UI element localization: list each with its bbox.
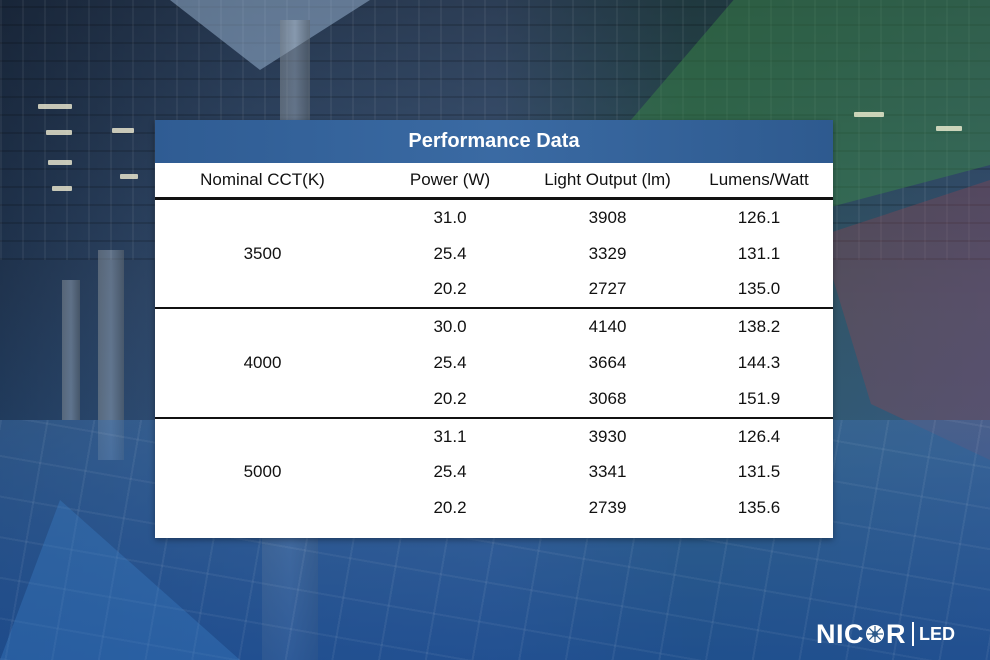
lumens-per-watt-cell: 138.2 [737, 317, 781, 337]
lumens-per-watt-cell: 135.0 [685, 271, 833, 310]
lumens-per-watt-cell: 126.1 [737, 207, 781, 227]
power-cell: 20.2 [370, 380, 530, 419]
table-row: 25.4 3664 144.3 [155, 345, 833, 381]
performance-data-panel: Performance Data Nominal CCT(K) Power (W… [155, 120, 833, 538]
lumens-per-watt-cell: 144.3 [737, 353, 781, 373]
ceiling-light [936, 126, 962, 131]
light-output-cell: 2727 [530, 271, 685, 310]
ceiling-light [854, 112, 884, 117]
ceiling-light [38, 104, 72, 109]
power-cell: 20.2 [370, 271, 530, 310]
starburst-icon [866, 625, 884, 643]
brand-wordmark: NIC R [816, 619, 906, 650]
power-cell: 20.2 [433, 498, 467, 518]
table-header-row: Nominal CCT(K) Power (W) Light Output (l… [155, 163, 833, 200]
cct-cell: 5000 [243, 462, 282, 482]
table-row: 5000 31.1 3930 126.4 [155, 418, 833, 482]
ceiling-light [52, 186, 72, 191]
table-row: 20.2 3068 151.9 [155, 380, 833, 419]
light-output-cell: 3908 [588, 207, 627, 227]
power-cell: 25.4 [433, 243, 467, 263]
power-cell: 31.1 [433, 426, 467, 446]
brand-text-right: R [886, 618, 906, 649]
lumens-per-watt-cell: 135.6 [737, 498, 781, 518]
table-row: 20.2 2739 135.6 [155, 490, 833, 526]
logo-divider [912, 622, 914, 646]
ceiling-light [112, 128, 134, 133]
column-header-cct: Nominal CCT(K) [155, 163, 370, 200]
light-output-cell: 3329 [588, 243, 627, 263]
brand-text-left: NIC [816, 618, 864, 649]
light-output-cell: 3930 [588, 426, 627, 446]
table-row: 4000 30.0 4140 138.2 [155, 308, 833, 419]
pillar [62, 280, 80, 420]
column-header-power: Power (W) [370, 163, 530, 200]
lumens-per-watt-cell: 131.1 [737, 243, 781, 263]
power-cell: 25.4 [433, 353, 467, 373]
light-output-cell: 3068 [530, 380, 685, 419]
nicor-led-logo: NIC R LED [816, 616, 955, 652]
panel-title: Performance Data [155, 120, 833, 163]
column-header-lumens-per-watt: Lumens/Watt [685, 163, 833, 200]
table-row: 25.4 3341 131.5 [155, 455, 833, 491]
cct-cell: 3500 [155, 198, 370, 310]
lumens-per-watt-cell: 151.9 [685, 380, 833, 419]
performance-table: Nominal CCT(K) Power (W) Light Output (l… [155, 163, 833, 526]
power-cell: 31.0 [433, 207, 467, 227]
power-cell: 30.0 [433, 317, 467, 337]
table-row: 3500 31.0 3908 126.1 [155, 198, 833, 310]
table-row: 20.2 2727 135.0 [155, 271, 833, 310]
lumens-per-watt-cell: 126.4 [737, 426, 781, 446]
ceiling-light [48, 160, 72, 165]
power-cell: 25.4 [433, 462, 467, 482]
column-header-light-output: Light Output (lm) [530, 163, 685, 200]
pillar [280, 20, 310, 120]
light-output-cell: 3664 [588, 353, 627, 373]
ceiling-light [46, 130, 72, 135]
cct-cell: 4000 [155, 308, 370, 419]
light-output-cell: 3341 [588, 462, 627, 482]
light-output-cell: 2739 [588, 498, 627, 518]
ceiling-light [120, 174, 138, 179]
light-output-cell: 4140 [588, 317, 627, 337]
logo-subtext: LED [919, 623, 955, 644]
table-row: 25.4 3329 131.1 [155, 236, 833, 272]
lumens-per-watt-cell: 131.5 [737, 462, 781, 482]
